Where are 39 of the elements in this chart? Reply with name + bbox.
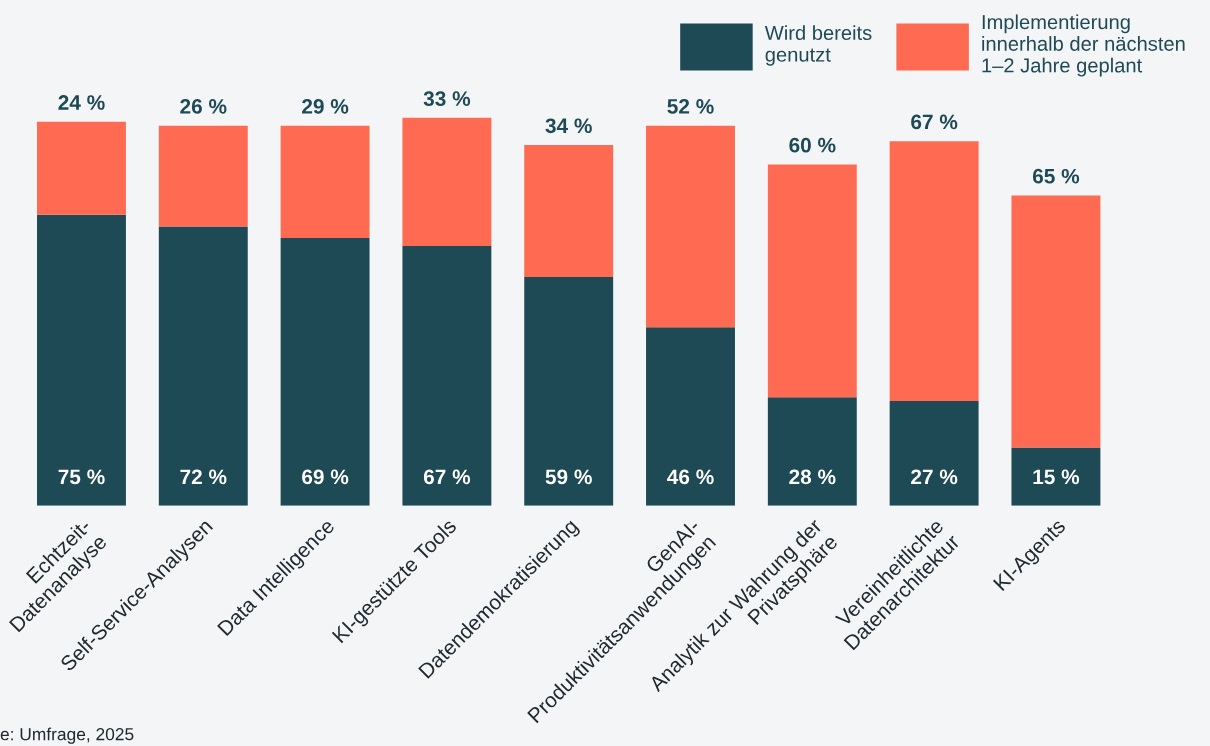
legend-label: Wird bereits genutzt — [764, 25, 872, 66]
data-label: 69 % — [302, 469, 349, 485]
data-label: 67 % — [423, 469, 471, 485]
data-label: 75 % — [58, 469, 105, 485]
legend-label: Implementierung innerhalb der nächsten 1–2 Jahre geplant — [982, 14, 1185, 77]
bar — [158, 226, 248, 506]
bar — [524, 276, 614, 506]
data-label: 27 % — [911, 469, 958, 485]
bar — [280, 238, 370, 506]
data-label: 26 % — [180, 99, 227, 114]
data-label: 72 % — [180, 469, 227, 485]
bar — [767, 397, 857, 506]
data-label: 24 % — [58, 95, 105, 110]
data-label: 33 % — [423, 91, 471, 107]
bar — [646, 125, 735, 328]
data-label: 28 % — [789, 469, 836, 485]
data-label: 60 % — [789, 137, 836, 153]
bar — [646, 327, 735, 506]
data-label: 29 % — [302, 99, 349, 114]
bar — [402, 245, 492, 506]
text: e: Umfrage, 2025 — [0, 727, 134, 744]
data-label: 65 % — [1032, 168, 1080, 184]
bar — [767, 164, 857, 398]
data-label: 46 % — [667, 469, 714, 485]
data-label: 34 % — [545, 118, 592, 134]
bar — [37, 214, 126, 506]
bar — [280, 125, 370, 239]
data-label: 59 % — [545, 469, 592, 485]
bar — [889, 141, 979, 402]
data-label: 15 % — [1033, 469, 1080, 485]
bar — [158, 125, 248, 227]
bar — [37, 121, 126, 215]
data-label: 52 % — [667, 99, 714, 114]
bar — [402, 117, 492, 246]
bar — [889, 401, 979, 506]
bar — [524, 145, 614, 277]
bar — [1011, 447, 1101, 506]
bar — [1011, 195, 1101, 448]
data-label: 67 % — [911, 114, 958, 130]
